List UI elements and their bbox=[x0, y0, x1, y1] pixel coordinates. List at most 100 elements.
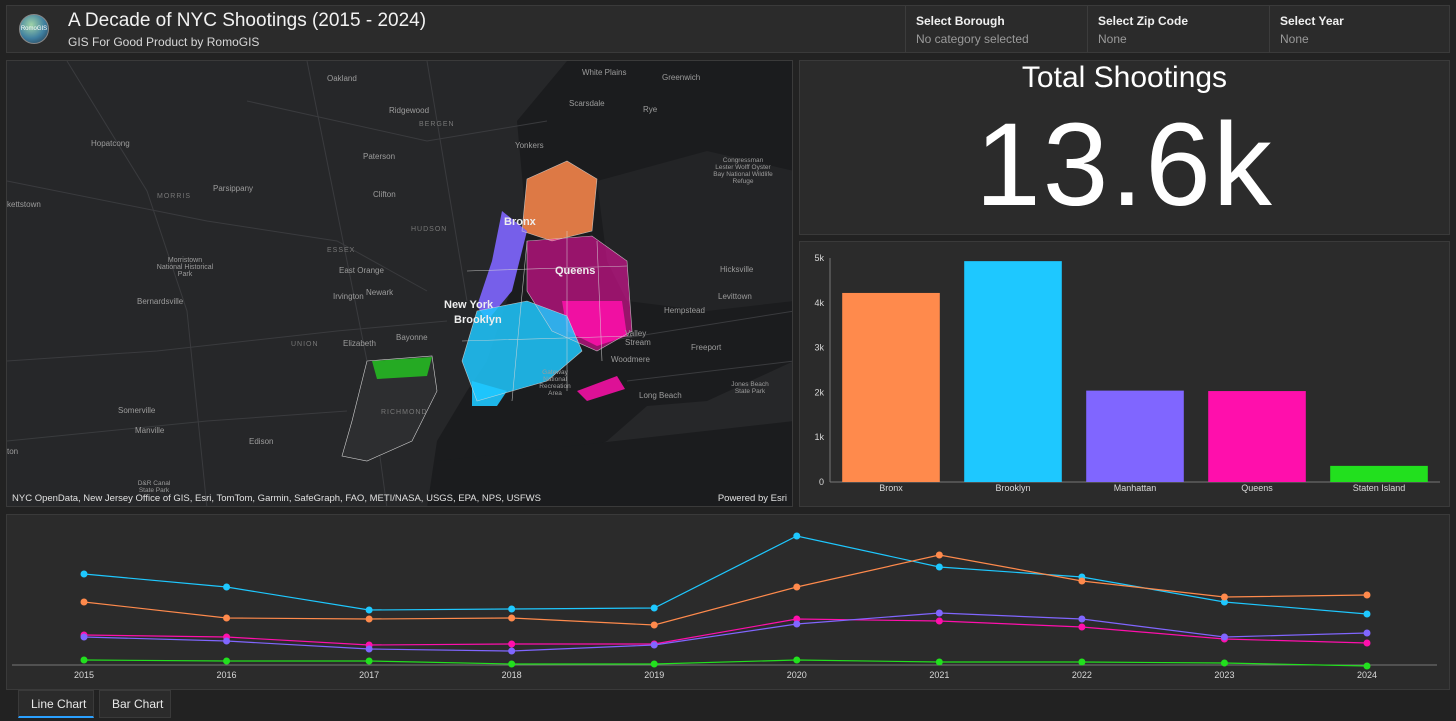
kpi-value: 13.6k bbox=[975, 99, 1274, 231]
map-label: Edison bbox=[249, 437, 274, 446]
series-line-manhattan bbox=[83, 612, 1368, 652]
bar-x-tick-label: Staten Island bbox=[1353, 483, 1406, 493]
map-label: East Orange bbox=[339, 266, 384, 275]
point-queens[interactable] bbox=[508, 640, 516, 648]
point-bronx[interactable] bbox=[508, 614, 516, 622]
map-label: Hempstead bbox=[664, 306, 705, 315]
point-brooklyn[interactable] bbox=[650, 604, 658, 612]
point-staten-island[interactable] bbox=[793, 656, 801, 664]
bar-brooklyn[interactable] bbox=[964, 261, 1062, 482]
point-manhattan[interactable] bbox=[223, 637, 231, 645]
point-queens[interactable] bbox=[935, 617, 943, 625]
point-staten-island[interactable] bbox=[223, 657, 231, 665]
map-label: Freeport bbox=[691, 343, 722, 352]
point-staten-island[interactable] bbox=[1220, 659, 1228, 667]
page-title: A Decade of NYC Shootings (2015 - 2024) bbox=[68, 10, 427, 31]
point-manhattan[interactable] bbox=[793, 620, 801, 628]
point-bronx[interactable] bbox=[1220, 593, 1228, 601]
point-brooklyn[interactable] bbox=[508, 605, 516, 613]
point-brooklyn[interactable] bbox=[1220, 598, 1228, 606]
map-label: ton bbox=[7, 447, 19, 456]
point-staten-island[interactable] bbox=[1363, 662, 1371, 670]
map-label: BERGEN bbox=[419, 121, 455, 128]
romogis-logo: RomoGIS bbox=[19, 14, 49, 44]
map-label: Hopatcong bbox=[91, 139, 130, 148]
point-brooklyn[interactable] bbox=[1363, 610, 1371, 618]
point-staten-island[interactable] bbox=[80, 656, 88, 664]
point-bronx[interactable] bbox=[1363, 591, 1371, 599]
map-label: HUDSON bbox=[411, 226, 448, 233]
line-x-tick-label: 2016 bbox=[217, 670, 237, 680]
line-x-tick-label: 2022 bbox=[1072, 670, 1092, 680]
tab-line-chart[interactable]: Line Chart bbox=[18, 690, 94, 718]
map-label: ESSEX bbox=[327, 247, 356, 254]
point-bronx[interactable] bbox=[793, 583, 801, 591]
series-line-queens bbox=[83, 618, 1368, 646]
map-label: Bernardsville bbox=[137, 297, 184, 306]
point-brooklyn[interactable] bbox=[793, 532, 801, 540]
point-staten-island[interactable] bbox=[365, 657, 373, 665]
point-manhattan[interactable] bbox=[650, 641, 658, 649]
map-label: Scarsdale bbox=[569, 99, 605, 108]
bar-y-tick-label: 3k bbox=[814, 343, 824, 353]
point-queens[interactable] bbox=[793, 615, 801, 623]
tab-bar-chart[interactable]: Bar Chart bbox=[99, 690, 171, 718]
bar-staten-island[interactable] bbox=[1330, 465, 1428, 482]
map-label: Queens bbox=[555, 265, 596, 277]
map-basemap bbox=[7, 61, 792, 506]
bar-manhattan[interactable] bbox=[1086, 390, 1184, 482]
point-bronx[interactable] bbox=[935, 551, 943, 559]
select-year-dropdown[interactable]: Select Year None bbox=[1269, 6, 1450, 52]
point-manhattan[interactable] bbox=[508, 647, 516, 655]
yearly-line-chart: 2015 2016 2017 2018 2019 2020 2021 2022 2023 2024 bbox=[6, 514, 1450, 690]
point-brooklyn[interactable] bbox=[223, 583, 231, 591]
point-bronx[interactable] bbox=[365, 615, 373, 623]
map-label: Clifton bbox=[373, 190, 396, 199]
map-label: Rye bbox=[643, 105, 658, 114]
point-brooklyn[interactable] bbox=[80, 570, 88, 578]
point-brooklyn[interactable] bbox=[935, 563, 943, 571]
bar-x-tick-label: Brooklyn bbox=[995, 483, 1030, 493]
point-manhattan[interactable] bbox=[1078, 615, 1086, 623]
map-label: Long Beach bbox=[639, 391, 682, 400]
bar-queens[interactable] bbox=[1208, 391, 1306, 482]
select-zip-code-value: None bbox=[1098, 32, 1127, 46]
bar-y-tick-label: 4k bbox=[814, 298, 824, 308]
point-staten-island[interactable] bbox=[1078, 658, 1086, 666]
map-label: Congressman Lester Wolff Oyster Bay Nati… bbox=[713, 157, 773, 185]
powered-by-esri[interactable]: Powered by Esri bbox=[717, 493, 787, 504]
line-chart-svg: 2015 2016 2017 2018 2019 2020 2021 2022 2023 2024 bbox=[12, 532, 1437, 680]
map-label: kettstown bbox=[7, 200, 41, 209]
point-bronx[interactable] bbox=[223, 614, 231, 622]
line-x-tick-label: 2017 bbox=[359, 670, 379, 680]
line-x-tick-label: 2023 bbox=[1214, 670, 1234, 680]
select-borough-dropdown[interactable]: Select Borough No category selected bbox=[905, 6, 1087, 52]
map-label: D&R Canal State Park bbox=[137, 480, 171, 494]
point-manhattan[interactable] bbox=[1220, 633, 1228, 641]
point-manhattan[interactable] bbox=[365, 645, 373, 653]
point-queens[interactable] bbox=[1078, 623, 1086, 631]
header-bar: RomoGIS A Decade of NYC Shootings (2015 … bbox=[6, 5, 1450, 53]
bar-bronx[interactable] bbox=[842, 292, 940, 482]
map-attribution: NYC OpenData, New Jersey Office of GIS, … bbox=[12, 493, 541, 504]
map-label: Yonkers bbox=[515, 141, 544, 150]
map-view[interactable]: Oakland White Plains Greenwich Ridgewood… bbox=[6, 60, 793, 507]
point-queens[interactable] bbox=[1363, 639, 1371, 647]
point-manhattan[interactable] bbox=[935, 609, 943, 617]
map-label: Bronx bbox=[504, 216, 536, 228]
select-zip-code-dropdown[interactable]: Select Zip Code None bbox=[1087, 6, 1269, 52]
bar-x-tick-label: Bronx bbox=[879, 483, 903, 493]
page-subtitle: GIS For Good Product by RomoGIS bbox=[68, 35, 260, 49]
logo-text: RomoGIS bbox=[20, 26, 48, 32]
select-year-label: Select Year bbox=[1280, 14, 1344, 28]
point-staten-island[interactable] bbox=[935, 658, 943, 666]
point-manhattan[interactable] bbox=[80, 633, 88, 641]
point-staten-island[interactable] bbox=[650, 660, 658, 668]
point-bronx[interactable] bbox=[80, 598, 88, 606]
point-brooklyn[interactable] bbox=[365, 606, 373, 614]
point-bronx[interactable] bbox=[650, 621, 658, 629]
point-bronx[interactable] bbox=[1078, 577, 1086, 585]
series-line-bronx bbox=[83, 554, 1368, 626]
point-staten-island[interactable] bbox=[508, 660, 516, 668]
point-manhattan[interactable] bbox=[1363, 629, 1371, 637]
